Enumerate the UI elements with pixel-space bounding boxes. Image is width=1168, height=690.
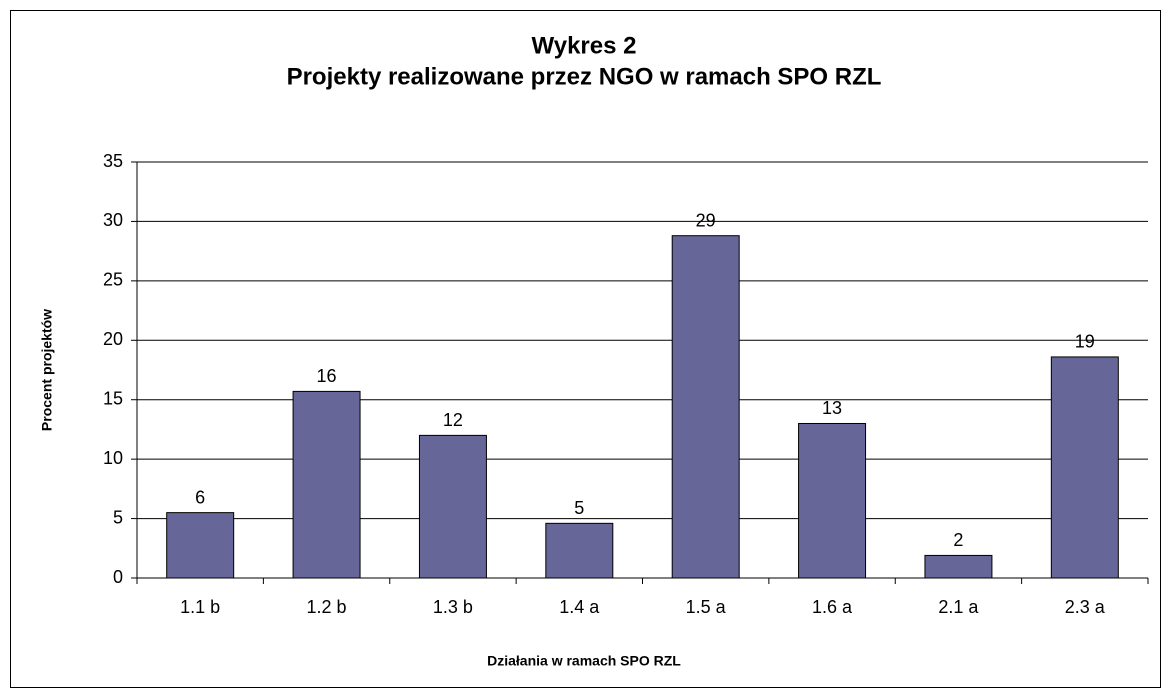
data-label: 6	[195, 487, 205, 507]
x-tick-label: 1.3 b	[433, 597, 473, 617]
bar	[545, 522, 614, 579]
data-label: 5	[574, 498, 584, 518]
data-label: 19	[1075, 332, 1095, 352]
x-tick-label: 2.1 a	[938, 597, 979, 617]
data-label: 13	[822, 398, 842, 418]
y-tick-label: 25	[103, 270, 123, 290]
y-tick-label: 20	[103, 329, 123, 349]
x-tick-label: 1.5 a	[686, 597, 727, 617]
bar	[418, 434, 487, 579]
data-label: 29	[696, 210, 716, 230]
x-tick-label: 2.3 a	[1065, 597, 1106, 617]
chart-subtitle: Projekty realizowane przez NGO w ramach …	[287, 63, 882, 90]
bar	[671, 235, 740, 579]
bar	[924, 554, 993, 579]
bar	[798, 422, 867, 579]
x-axis-label: Działania w ramach SPO RZL	[487, 653, 681, 669]
x-tick-label: 1.1 b	[180, 597, 220, 617]
data-label: 16	[317, 366, 337, 386]
y-tick-label: 5	[113, 507, 123, 527]
y-tick-label: 0	[113, 567, 123, 587]
x-tick-label: 1.2 b	[307, 597, 347, 617]
y-axis-label: Procent projektów	[39, 309, 55, 431]
y-tick-label: 35	[103, 151, 123, 171]
x-tick-label: 1.6 a	[812, 597, 853, 617]
data-label: 2	[953, 530, 963, 550]
x-tick-label: 1.4 a	[559, 597, 600, 617]
chart-title: Wykres 2	[532, 32, 637, 59]
bar	[1050, 356, 1119, 579]
data-label: 12	[443, 410, 463, 430]
bar	[166, 512, 235, 579]
y-tick-label: 10	[103, 448, 123, 468]
y-tick-label: 15	[103, 388, 123, 408]
chart-frame	[10, 10, 1161, 688]
y-tick-label: 30	[103, 210, 123, 230]
bar	[292, 390, 361, 579]
